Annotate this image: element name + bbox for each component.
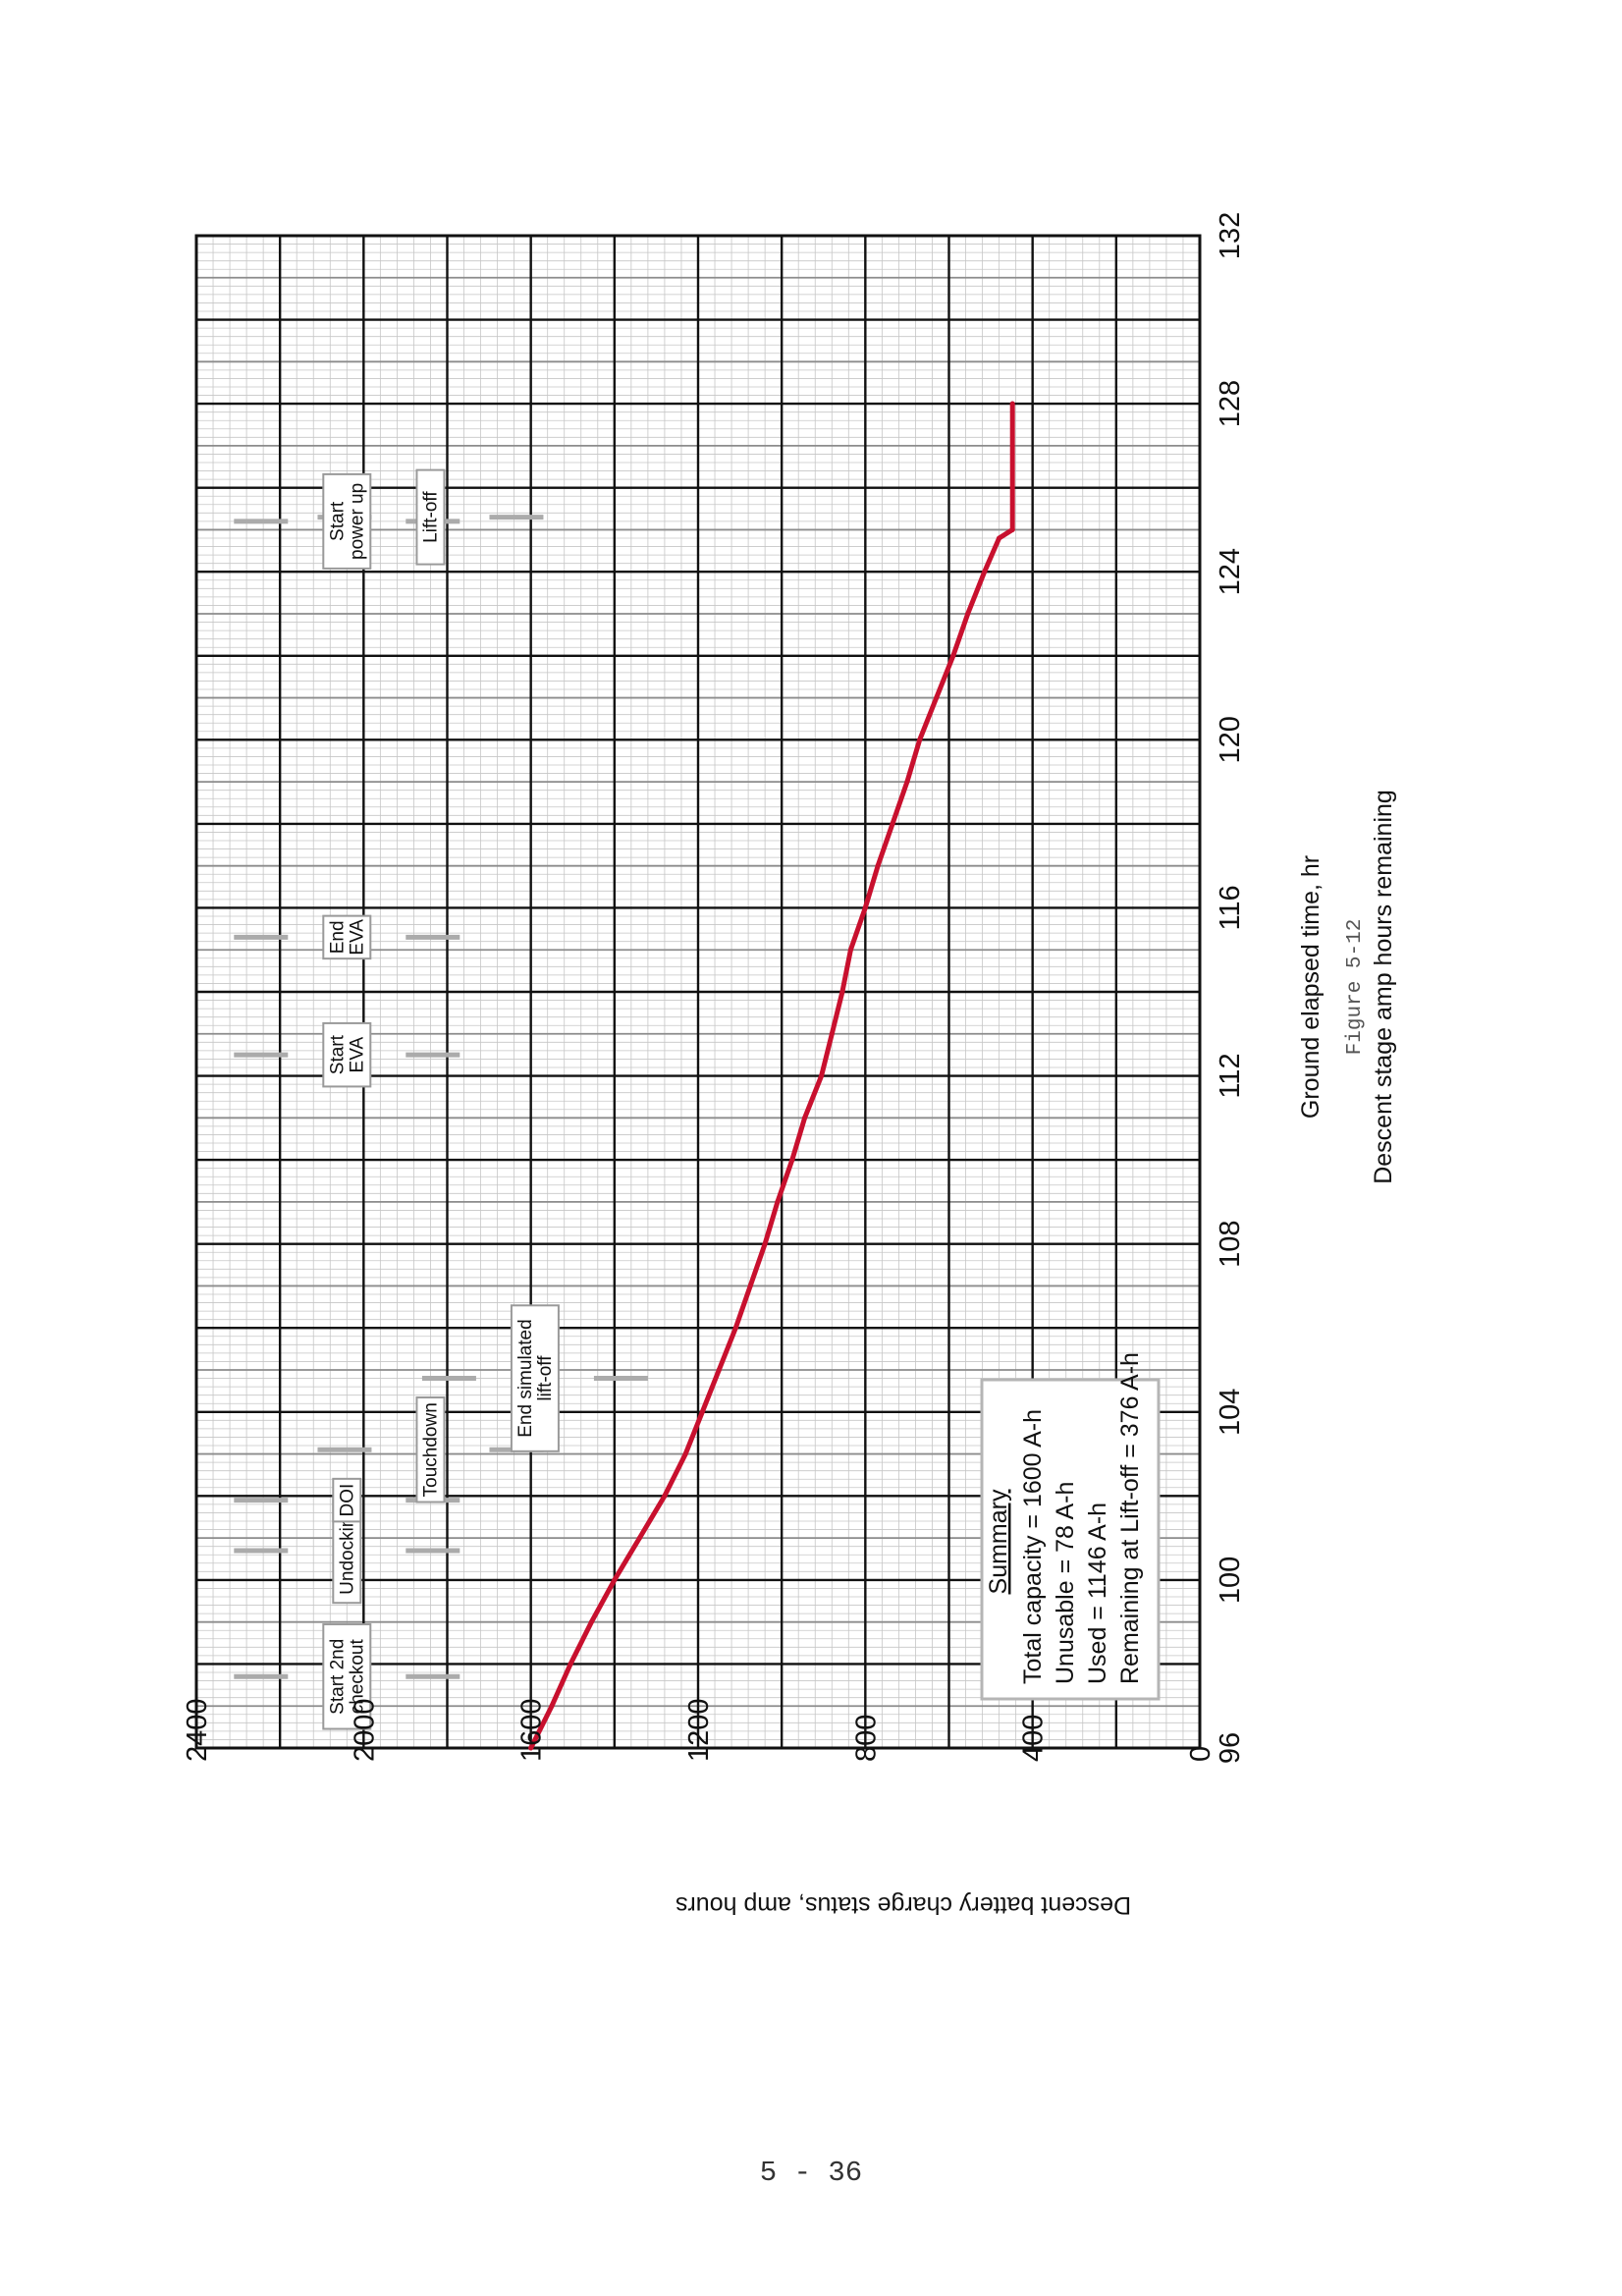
y-tick-label: 2000 <box>349 1698 380 1762</box>
x-tick-label: 108 <box>1215 1220 1246 1267</box>
x-tick-label: 96 <box>1215 1732 1246 1764</box>
figure-number: Figure 5-12 <box>1344 919 1367 1056</box>
page-number: 5 - 36 <box>759 2157 863 2189</box>
series-line <box>528 401 1015 1751</box>
event-label-box <box>415 1396 446 1503</box>
series-point <box>732 1325 738 1331</box>
series-point <box>716 1367 722 1373</box>
y-tick-label: 800 <box>850 1715 882 1762</box>
event-label-text: DOI <box>337 1484 357 1517</box>
series-point <box>699 1409 705 1415</box>
event-label-box <box>510 1304 560 1452</box>
series-point <box>568 1661 573 1667</box>
series-point <box>1009 401 1015 407</box>
x-tick-label: 116 <box>1215 885 1246 930</box>
event-label-text: power up <box>347 483 367 560</box>
x-tick-label: 132 <box>1215 212 1246 259</box>
series-point <box>549 1703 555 1709</box>
x-tick-label: 128 <box>1215 380 1246 427</box>
series-point <box>662 1493 668 1499</box>
series-point <box>747 1283 753 1288</box>
event-label-box <box>332 1477 362 1523</box>
series-point <box>588 1619 594 1625</box>
chart-grid <box>194 234 1202 1750</box>
series-point <box>789 1157 795 1163</box>
summary-box-frame <box>980 1378 1161 1701</box>
event-label-box <box>322 914 372 960</box>
y-tick-label: 1600 <box>516 1698 548 1762</box>
y-tick-label: 400 <box>1018 1715 1050 1762</box>
series-point <box>965 611 971 617</box>
y-tick-label: 0 <box>1185 1746 1216 1762</box>
series-point <box>950 653 956 659</box>
event-label-box <box>322 1021 372 1088</box>
event-markers <box>234 515 648 1679</box>
event-label-text: lift-off <box>535 1355 556 1401</box>
y-tick-label: 1200 <box>683 1698 715 1762</box>
plot-border <box>194 234 1202 1750</box>
x-tick-label: 124 <box>1215 548 1246 595</box>
series-point <box>875 863 881 869</box>
series-point <box>682 1451 688 1457</box>
summary-line-total-capacity: Total capacity = 1600 A-h <box>1019 1409 1047 1684</box>
series-point <box>862 904 868 910</box>
summary-line-used: Used = 1146 A-h <box>1084 1503 1111 1684</box>
summary-box: Summary Total capacity = 1600 A-h Unusab… <box>980 1352 1161 1701</box>
x-tick-label: 104 <box>1215 1389 1246 1436</box>
series-point <box>997 535 1002 541</box>
event-label-text: Lift-off <box>420 491 441 543</box>
series-point <box>775 1199 781 1205</box>
event-label-text: EVA <box>347 1037 367 1073</box>
data-series <box>528 401 1015 1751</box>
event-label-text: Start <box>327 1034 348 1074</box>
series-point <box>847 947 853 953</box>
event-label-box <box>415 468 446 566</box>
event-label-text: checkout <box>347 1639 367 1715</box>
event-label-text: Start 2nd <box>327 1639 348 1715</box>
x-tick-label: 120 <box>1215 716 1246 763</box>
event-label-text: EVA <box>347 919 367 956</box>
series-point <box>762 1241 768 1247</box>
summary-line-unusable: Unusable = 78 A-h <box>1052 1482 1079 1684</box>
x-tick-label: 112 <box>1215 1053 1246 1098</box>
tick-labels: 96 100 104 108 112 116 120 124 128 132 0 400 800 1200… <box>182 212 1246 1764</box>
event-label-text: End <box>327 920 348 954</box>
series-point <box>890 821 895 827</box>
series-point <box>982 569 988 574</box>
event-label-text: End simulated <box>515 1319 536 1437</box>
y-tick-label: 2400 <box>182 1698 213 1762</box>
series-point <box>934 695 940 701</box>
event-label-text: Start <box>327 501 348 541</box>
x-tick-label: 100 <box>1215 1557 1246 1604</box>
series-point <box>904 779 910 785</box>
series-point <box>1009 526 1015 532</box>
summary-heading: Summary <box>985 1489 1012 1594</box>
event-label-box <box>322 1623 372 1730</box>
y-axis-label: Descent battery charge status, amp hours <box>676 1891 1131 1919</box>
series-point <box>528 1745 534 1751</box>
series-point <box>839 989 845 995</box>
series-point <box>612 1577 618 1583</box>
series-point <box>819 1073 825 1079</box>
event-label-text: Touchdown <box>420 1402 441 1497</box>
series-point <box>829 1031 835 1037</box>
event-label-text: Undocking <box>337 1506 357 1595</box>
summary-line-remaining: Remaining at Lift-off = 376 A-h <box>1116 1352 1144 1684</box>
chart-title: Descent stage amp hours remaining <box>1370 790 1397 1184</box>
event-label-box <box>322 472 372 570</box>
series-point <box>802 1115 808 1121</box>
series-point <box>917 737 923 742</box>
x-axis-label: Ground elapsed time, hr <box>1297 855 1325 1119</box>
series-point <box>636 1535 642 1541</box>
